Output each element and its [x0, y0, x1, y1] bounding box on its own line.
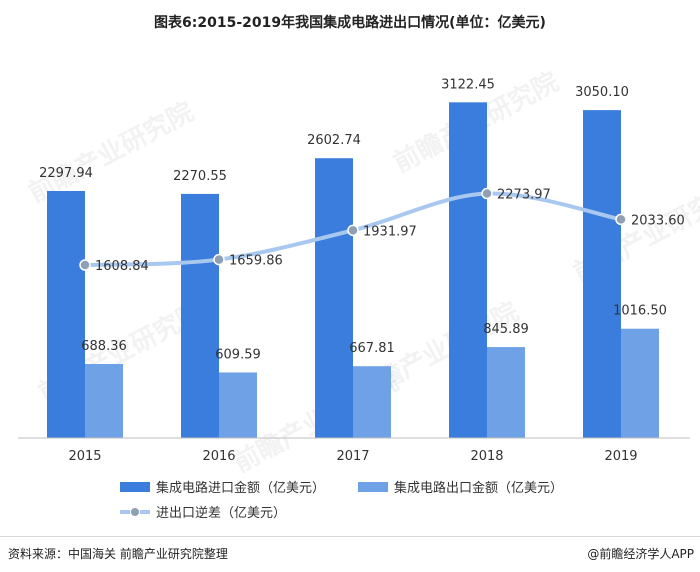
- balance-value-label: 1659.86: [229, 254, 283, 269]
- export-bar: [621, 328, 659, 438]
- legend-item-balance: 进出口逆差（亿美元）: [120, 505, 286, 521]
- balance-point: [79, 259, 91, 271]
- x-tick-label: 2016: [202, 449, 235, 464]
- import-bar: [181, 193, 219, 438]
- x-tick-label: 2019: [604, 449, 637, 464]
- legend-item-export: 集成电路出口金额（亿美元）: [358, 480, 563, 496]
- legend-label-export: 集成电路出口金额（亿美元）: [394, 480, 563, 496]
- balance-value-label: 2273.97: [497, 188, 551, 203]
- import-value-label: 2297.94: [39, 166, 93, 181]
- data-label-layer: 2297.94 688.36 2270.55 609.59 2602.74 667.81 3…: [39, 77, 667, 362]
- source-note: 资料来源：中国海关 前瞻产业研究院整理: [8, 547, 228, 561]
- import-value-label: 3122.45: [441, 77, 495, 92]
- legend-swatch-export: [358, 482, 388, 492]
- import-bar: [47, 190, 85, 438]
- balance-value-label: 2033.60: [631, 213, 685, 228]
- import-bar: [583, 110, 621, 438]
- balance-point: [615, 213, 627, 226]
- legend-label-balance: 进出口逆差（亿美元）: [156, 505, 286, 521]
- export-value-label: 609.59: [215, 347, 261, 362]
- export-bar: [85, 364, 123, 438]
- balance-point: [481, 187, 493, 200]
- export-value-label: 1016.50: [613, 304, 667, 319]
- x-tick-label: 2017: [336, 449, 369, 464]
- balance-point: [213, 253, 225, 266]
- import-value-label: 3050.10: [575, 85, 629, 100]
- legend-item-import: 集成电路进口金额（亿美元）: [120, 480, 325, 496]
- import-value-label: 2270.55: [173, 169, 227, 184]
- import-bar: [449, 102, 487, 439]
- x-tick-label: 2018: [470, 449, 503, 464]
- legend-swatch-balance-marker: [130, 507, 140, 517]
- balance-point: [347, 224, 359, 237]
- import-value-label: 2602.74: [307, 133, 361, 148]
- export-bar: [353, 366, 391, 438]
- footer: 资料来源：中国海关 前瞻产业研究院整理 @前瞻经济学人APP: [0, 536, 700, 572]
- balance-line-layer: 1608.84 1659.86 1931.97 2273.97 2033.60: [79, 187, 685, 274]
- export-value-label: 667.81: [349, 341, 395, 356]
- legend: 集成电路进口金额（亿美元） 集成电路出口金额（亿美元） 进出口逆差（亿美元）: [120, 480, 563, 521]
- brand-credit: @前瞻经济学人APP: [587, 547, 694, 561]
- export-value-label: 688.36: [81, 339, 127, 354]
- export-bar: [219, 372, 257, 438]
- legend-label-import: 集成电路进口金额（亿美元）: [156, 480, 325, 496]
- x-tick-layer: 2015 2016 2017 2018 2019: [68, 449, 637, 464]
- bar-layer: [47, 102, 659, 439]
- balance-value-label: 1931.97: [363, 224, 417, 239]
- export-value-label: 845.89: [483, 322, 529, 337]
- import-bar: [315, 158, 353, 438]
- chart-title: 图表6:2015-2019年我国集成电路进出口情况(单位：亿美元): [154, 15, 546, 31]
- balance-value-label: 1608.84: [95, 259, 149, 274]
- export-bar: [487, 347, 525, 438]
- x-tick-label: 2015: [68, 449, 101, 464]
- chart-canvas: 前瞻产业研究院前瞻产业研究院前瞻产业研究院前瞻产业研究院前瞻产业研究院前瞻产业研…: [18, 66, 700, 521]
- legend-swatch-import: [120, 482, 150, 492]
